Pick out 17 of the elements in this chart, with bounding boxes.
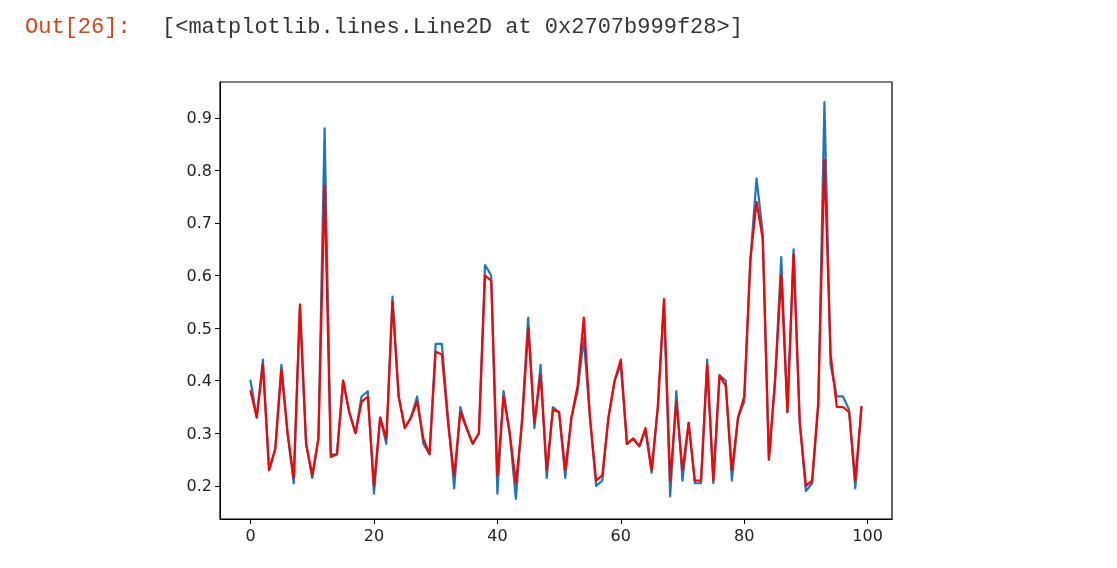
y-tick-label: 0.6 (186, 266, 212, 286)
y-tick-label: 0.3 (186, 423, 212, 443)
x-tick-label: 20 (363, 525, 385, 545)
x-tick-label: 60 (610, 525, 631, 545)
x-tick-label: 80 (734, 525, 755, 545)
text: Out[26]: (25, 14, 131, 40)
line-series (249, 158, 863, 487)
text: [<matplotlib.lines.Line2D at 0x2707b999f28>] (162, 14, 743, 40)
y-tick-label: 0.7 (186, 213, 212, 233)
y-tick-label: 0.9 (186, 108, 212, 128)
x-tick-label: 0 (245, 525, 256, 545)
y-tick-label: 0.2 (186, 476, 212, 496)
y-tick-label: 0.8 (186, 160, 212, 180)
x-tick-label: 40 (487, 525, 508, 545)
x-tick-label: 100 (852, 525, 883, 545)
y-tick-label: 0.5 (186, 318, 212, 338)
y-tick-label: 0.4 (186, 371, 212, 391)
